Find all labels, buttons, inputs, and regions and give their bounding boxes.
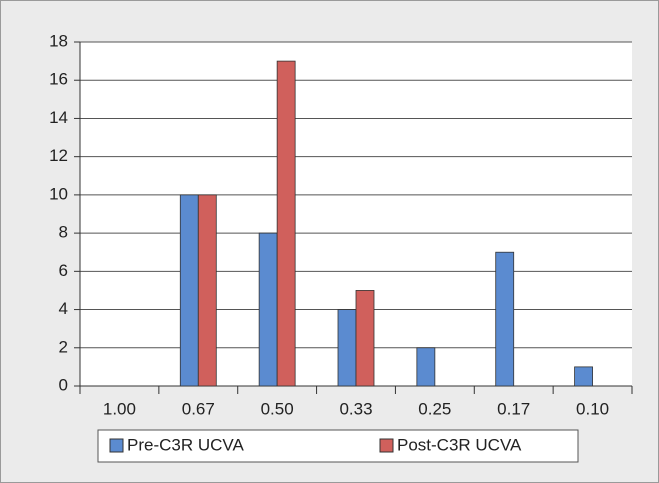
bar (179, 194, 199, 387)
bar (258, 232, 278, 387)
y-tick-label: 4 (59, 299, 68, 318)
y-tick-label: 8 (59, 223, 68, 242)
x-tick-label: 0.25 (418, 399, 451, 418)
bar (337, 309, 357, 387)
bar (495, 251, 515, 387)
bar (574, 366, 593, 387)
legend-label: Post-C3R UCVA (397, 435, 522, 454)
legend-swatch (379, 438, 394, 453)
y-tick-label: 6 (59, 261, 68, 280)
y-tick-label: 10 (49, 184, 68, 203)
bar (355, 290, 375, 387)
y-tick-label: 0 (59, 375, 68, 394)
x-tick-label: 0.33 (339, 399, 372, 418)
x-tick-label: 0.67 (182, 399, 215, 418)
x-tick-label: 0.10 (576, 399, 609, 418)
x-tick-label: 0.17 (497, 399, 530, 418)
x-tick-label: 0.50 (261, 399, 294, 418)
x-tick-label: 1.00 (103, 399, 136, 418)
bar (197, 194, 217, 387)
y-tick-label: 14 (49, 108, 68, 127)
bar (416, 347, 436, 387)
legend-swatch (109, 438, 124, 453)
bar (276, 60, 296, 387)
y-tick-label: 18 (49, 31, 68, 50)
legend-box (97, 429, 579, 463)
y-tick-label: 16 (49, 70, 68, 89)
y-tick-label: 12 (49, 146, 68, 165)
y-tick-label: 2 (59, 337, 68, 356)
legend-label: Pre-C3R UCVA (127, 435, 244, 454)
